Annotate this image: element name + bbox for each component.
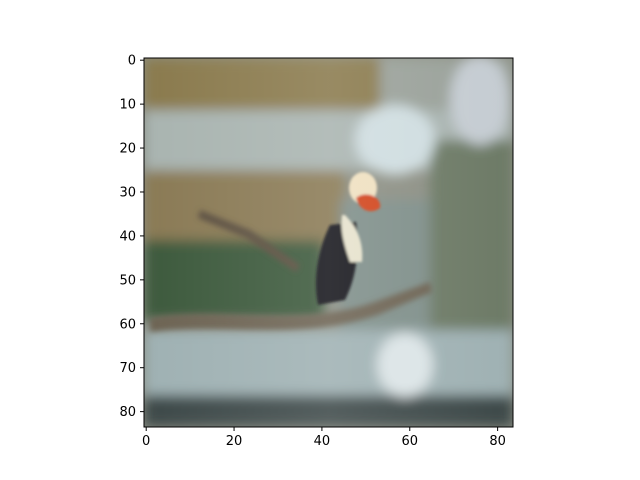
y-tick-label: 70 <box>119 361 136 376</box>
x-tick-label: 20 <box>226 434 243 449</box>
y-tick-label: 30 <box>119 185 136 200</box>
y-tick-label: 20 <box>119 142 136 157</box>
y-tick-label: 0 <box>128 54 136 69</box>
x-tick-label: 0 <box>142 434 150 449</box>
y-tick-label: 60 <box>119 317 136 332</box>
y-tick-label: 50 <box>119 273 136 288</box>
x-tick-label: 80 <box>489 434 506 449</box>
axes-frame <box>143 57 514 428</box>
y-tick-label: 80 <box>119 405 136 420</box>
y-tick-label: 40 <box>119 229 136 244</box>
photo-image <box>144 58 513 427</box>
x-tick-label: 60 <box>401 434 418 449</box>
x-axis: 0 20 40 60 80 <box>142 427 506 449</box>
y-tick-label: 10 <box>119 98 136 113</box>
y-axis: 0 10 20 30 40 50 60 70 80 <box>119 54 144 420</box>
x-tick-label: 40 <box>314 434 331 449</box>
